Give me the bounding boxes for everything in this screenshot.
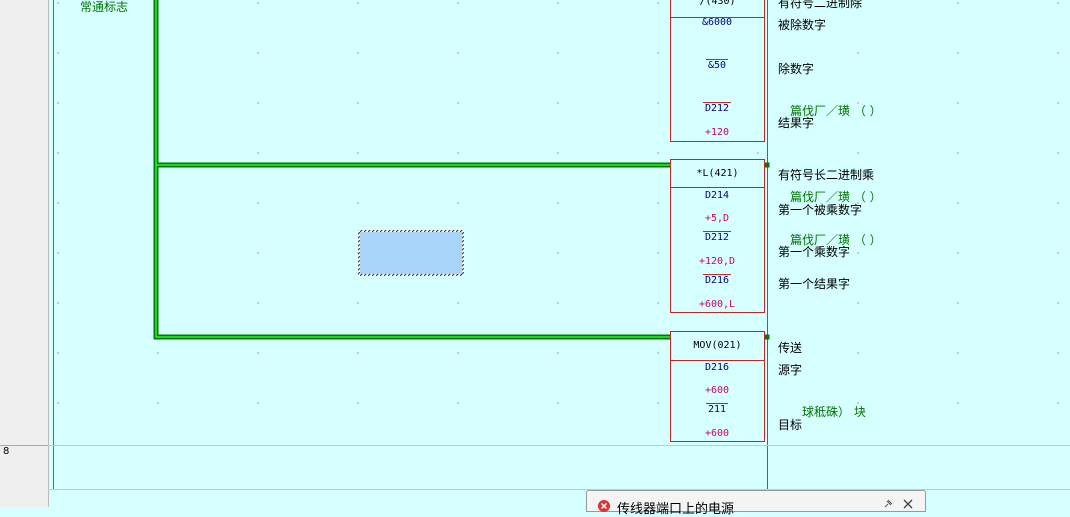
close-button[interactable] [903, 499, 913, 509]
error-icon [598, 500, 610, 512]
operand-address: D212 [702, 102, 732, 114]
present-value: +600,L [698, 299, 736, 310]
present-value: +5,D [704, 213, 730, 224]
instruction-box[interactable]: *L(421) [670, 159, 765, 313]
popup-title: 传线器端口上的电源 [617, 502, 735, 517]
mnemonic: MOV(021) [671, 332, 764, 361]
instruction-comment: 有符号二进制除 [778, 0, 863, 10]
operand-comment: 源字 [778, 363, 803, 377]
operand-address: D214 [704, 190, 730, 201]
operand-address: D212 [702, 231, 732, 243]
gutter-divider [0, 445, 48, 446]
pin-button[interactable] [883, 499, 893, 509]
rung-gutter [0, 0, 49, 507]
rung-number: 8 [3, 446, 10, 457]
operand-comment: 第一个被乘数字 [778, 203, 863, 217]
operand-comment: 目标 [778, 418, 803, 432]
present-value: +120 [704, 127, 730, 138]
operand-comment: 除数字 [778, 62, 815, 76]
symbol-note: 篇伐厂／璜 （ ） [790, 233, 882, 247]
power-flow [153, 0, 770, 340]
operand: 211 [670, 403, 764, 415]
present-value: +120,D [698, 256, 736, 267]
grid-dots [54, 0, 1070, 445]
operand: D212 [670, 231, 764, 243]
operand: D216 [670, 274, 764, 286]
present-value: +600 [704, 385, 730, 396]
operand: &6000 [670, 17, 764, 28]
operand: &50 [670, 59, 764, 71]
operand: D214 [670, 190, 764, 201]
instruction-box[interactable]: MOV(021) [670, 331, 765, 442]
mnemonic: *L(421) [671, 160, 764, 188]
operand-address: D216 [702, 274, 732, 286]
operand-address: D216 [704, 362, 730, 373]
contact-comment: 常通标志 [80, 0, 129, 14]
symbol-note: 篇伐厂／璜 （ ） [790, 190, 882, 204]
operand-comment: 被除数字 [778, 18, 827, 32]
operand-address: 211 [705, 403, 729, 415]
operand-comment: 结果字 [778, 116, 815, 130]
operand-address: &6000 [701, 17, 733, 28]
operand-comment: 第一个结果字 [778, 277, 851, 291]
symbol-note: 篇伐厂／璜 （ ） [790, 104, 882, 118]
instruction-comment: 有符号长二进制乘 [778, 168, 875, 182]
operand: D212 [670, 102, 764, 114]
instruction-box[interactable]: /(430) [670, 0, 765, 142]
notification-popup[interactable]: 传线器端口上的电源 [586, 490, 926, 517]
selection-fill [360, 232, 462, 274]
symbol-note: 球秪硃） 块 [802, 405, 866, 419]
operand-address: &50 [705, 59, 729, 71]
present-value: +600 [704, 428, 730, 439]
operand: D216 [670, 362, 764, 373]
operand-comment: 第一个乘数字 [778, 245, 851, 259]
mnemonic: /(430) [671, 0, 764, 18]
instruction-comment: 传送 [778, 341, 803, 355]
